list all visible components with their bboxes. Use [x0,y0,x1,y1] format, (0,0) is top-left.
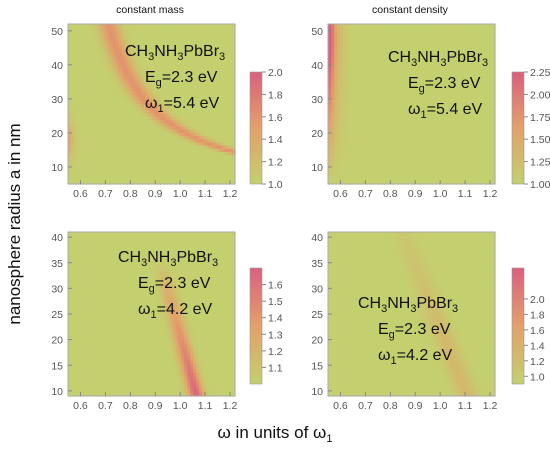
annotation-formula-part: CH [125,43,148,60]
x-tick-label: 0.7 [98,188,113,200]
y-tick-label: 50 [51,26,63,38]
x-tick-label: 0.8 [123,188,138,200]
panel-title-top-left: constant mass [116,4,184,16]
y-tick-label: 20 [51,128,63,140]
annotation-omega1-part: ω [145,95,158,112]
panel-title-top-right: constant density [372,4,449,16]
x-tick-label: 1.1 [198,188,213,200]
x-axis-label-subscript: 1 [326,433,332,445]
x-tick-label: 1.0 [173,188,188,200]
panel-top-left: 0.6 0.7 0.8 0.9 1.0 1.1 1.2 10 20 30 40 50 2.0 1.8 1.6… [51,24,282,200]
colorbar-tick-label: 1.8 [268,89,283,101]
annotation-formula-part: NH [154,43,177,60]
x-tick-label: 1.2 [223,188,238,200]
annotation-bandgap-part: =2.3 eV [162,69,218,86]
y-tick-label: 30 [51,94,63,106]
annotation-formula-sub: 3 [219,51,225,63]
y-axis-label: nanosphere radius a in nm [5,123,24,324]
x-axis-label: ω in units of ω1 [218,423,333,445]
annotation-omega1-part: =5.4 eV [164,95,220,112]
annotation-bandgap-part: E [145,69,156,86]
colorbar-tick-label: 2.0 [268,67,283,79]
annotation-formula-part: PbBr [183,43,219,60]
colorbar-tick-label: 1.6 [268,112,283,124]
x-tick-label: 0.9 [148,188,163,200]
colorbar-tick-label: 1.4 [268,134,283,146]
y-tick-label: 10 [51,162,63,174]
x-axis-label-main: ω in units of ω [218,423,327,442]
colorbar-tick-label: 1.0 [268,179,283,191]
y-tick-label: 40 [51,60,63,72]
colorbar [250,72,262,184]
colorbar-tick-label: 1.2 [268,157,283,169]
x-tick-label: 0.6 [73,188,88,200]
